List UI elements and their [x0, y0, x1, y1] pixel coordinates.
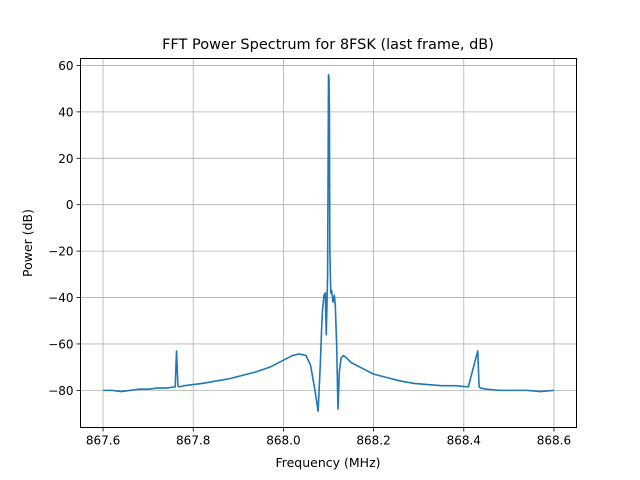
- x-tick-label: 867.8: [176, 434, 210, 448]
- y-tick-label: 60: [58, 59, 73, 73]
- x-tick-label: 867.6: [86, 434, 120, 448]
- y-tick-label: −40: [48, 291, 73, 305]
- axes-frame: [80, 58, 577, 428]
- y-tick-label: 20: [58, 152, 73, 166]
- spectrum-line: [103, 73, 555, 413]
- y-tick-label: 0: [66, 198, 74, 212]
- x-axis-ticks: 867.6 867.8 868.0 868.2 868.4 868.6: [86, 427, 571, 448]
- x-axis-label: Frequency (MHz): [275, 455, 380, 470]
- chart-title: FFT Power Spectrum for 8FSK (last frame,…: [162, 37, 494, 53]
- x-tick-label: 868.4: [447, 434, 481, 448]
- x-tick-label: 868.2: [356, 434, 390, 448]
- y-tick-label: −80: [48, 384, 73, 398]
- y-axis-label: Power (dB): [20, 209, 35, 277]
- x-tick-label: 868.0: [266, 434, 300, 448]
- plot-area: [103, 73, 555, 413]
- y-tick-label: −60: [48, 337, 73, 351]
- x-tick-label: 868.6: [537, 434, 571, 448]
- y-tick-label: 40: [58, 105, 73, 119]
- y-tick-label: −20: [48, 245, 73, 259]
- y-axis-ticks: −80 −60 −40 −20 0 20 40 60: [48, 59, 81, 398]
